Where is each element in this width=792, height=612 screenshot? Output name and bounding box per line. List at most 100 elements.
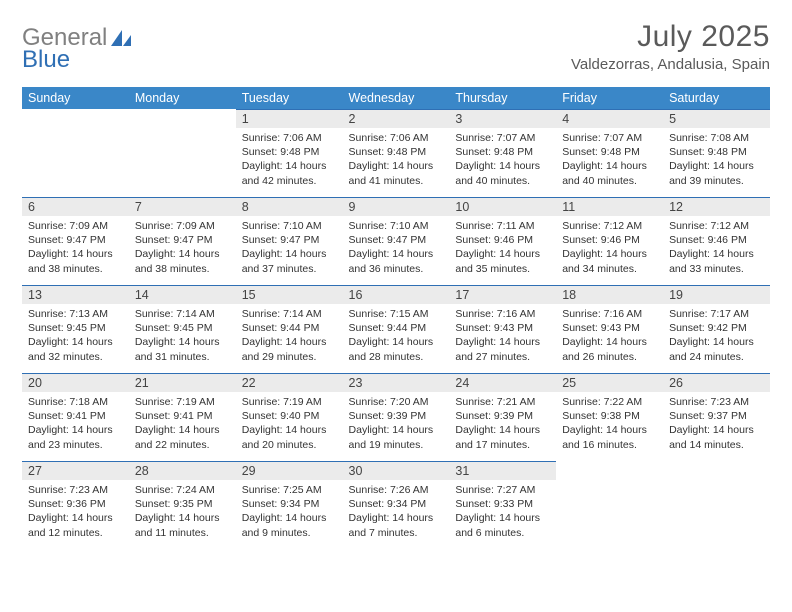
logo-sail-icon: [109, 24, 132, 52]
day-content: Sunrise: 7:07 AMSunset: 9:48 PMDaylight:…: [556, 128, 663, 192]
daylight-line: Daylight: 14 hours and 36 minutes.: [349, 247, 444, 275]
calendar-row: 27Sunrise: 7:23 AMSunset: 9:36 PMDayligh…: [22, 461, 770, 549]
day-number: 9: [343, 197, 450, 216]
day-number: 2: [343, 109, 450, 128]
day-number: 23: [343, 373, 450, 392]
location-subtitle: Valdezorras, Andalusia, Spain: [571, 56, 770, 73]
daylight-line: Daylight: 14 hours and 42 minutes.: [242, 159, 337, 187]
sunrise-line: Sunrise: 7:27 AM: [455, 483, 550, 497]
sunset-line: Sunset: 9:35 PM: [135, 497, 230, 511]
sunrise-line: Sunrise: 7:07 AM: [562, 131, 657, 145]
sunset-line: Sunset: 9:48 PM: [562, 145, 657, 159]
daylight-line: Daylight: 14 hours and 23 minutes.: [28, 423, 123, 451]
day-number: 6: [22, 197, 129, 216]
sunrise-line: Sunrise: 7:14 AM: [135, 307, 230, 321]
day-number: 5: [663, 109, 770, 128]
day-number: 18: [556, 285, 663, 304]
daylight-line: Daylight: 14 hours and 33 minutes.: [669, 247, 764, 275]
weekday-header: Saturday: [663, 87, 770, 109]
weekday-header: Thursday: [449, 87, 556, 109]
logo-word-2: Blue: [22, 46, 70, 74]
sunset-line: Sunset: 9:43 PM: [455, 321, 550, 335]
day-number: 21: [129, 373, 236, 392]
day-number: 12: [663, 197, 770, 216]
day-content: Sunrise: 7:06 AMSunset: 9:48 PMDaylight:…: [236, 128, 343, 192]
day-content: Sunrise: 7:23 AMSunset: 9:36 PMDaylight:…: [22, 480, 129, 544]
daylight-line: Daylight: 14 hours and 31 minutes.: [135, 335, 230, 363]
daylight-line: Daylight: 14 hours and 35 minutes.: [455, 247, 550, 275]
day-number: 20: [22, 373, 129, 392]
daylight-line: Daylight: 14 hours and 14 minutes.: [669, 423, 764, 451]
empty-day: [129, 109, 236, 197]
day-cell: 12Sunrise: 7:12 AMSunset: 9:46 PMDayligh…: [663, 197, 770, 285]
day-content: Sunrise: 7:19 AMSunset: 9:40 PMDaylight:…: [236, 392, 343, 456]
sunset-line: Sunset: 9:48 PM: [349, 145, 444, 159]
day-cell: 30Sunrise: 7:26 AMSunset: 9:34 PMDayligh…: [343, 461, 450, 549]
daylight-line: Daylight: 14 hours and 16 minutes.: [562, 423, 657, 451]
day-cell: 23Sunrise: 7:20 AMSunset: 9:39 PMDayligh…: [343, 373, 450, 461]
day-number: 26: [663, 373, 770, 392]
day-content: Sunrise: 7:26 AMSunset: 9:34 PMDaylight:…: [343, 480, 450, 544]
day-content: Sunrise: 7:24 AMSunset: 9:35 PMDaylight:…: [129, 480, 236, 544]
day-content: Sunrise: 7:23 AMSunset: 9:37 PMDaylight:…: [663, 392, 770, 456]
day-cell: 10 Sunrise: 7:11 AMSunset: 9:46 PMDayligh…: [449, 197, 556, 285]
daylight-line: Daylight: 14 hours and 24 minutes.: [669, 335, 764, 363]
daylight-line: Daylight: 14 hours and 41 minutes.: [349, 159, 444, 187]
weekday-header: Sunday: [22, 87, 129, 109]
sunset-line: Sunset: 9:44 PM: [242, 321, 337, 335]
calendar-header-row: SundayMondayTuesdayWednesdayThursdayFrid…: [22, 87, 770, 109]
daylight-line: Daylight: 14 hours and 28 minutes.: [349, 335, 444, 363]
calendar-row: 20Sunrise: 7:18 AMSunset: 9:41 PMDayligh…: [22, 373, 770, 461]
day-cell: 4Sunrise: 7:07 AMSunset: 9:48 PMDaylight…: [556, 109, 663, 197]
day-content: Sunrise: 7:16 AMSunset: 9:43 PMDaylight:…: [449, 304, 556, 368]
day-cell: 18Sunrise: 7:16 AMSunset: 9:43 PMDayligh…: [556, 285, 663, 373]
day-cell: 29Sunrise: 7:25 AMSunset: 9:34 PMDayligh…: [236, 461, 343, 549]
daylight-line: Daylight: 14 hours and 27 minutes.: [455, 335, 550, 363]
day-number: 8: [236, 197, 343, 216]
day-content: Sunrise: 7:12 AMSunset: 9:46 PMDaylight:…: [556, 216, 663, 280]
sunset-line: Sunset: 9:48 PM: [455, 145, 550, 159]
day-cell: 5Sunrise: 7:08 AMSunset: 9:48 PMDaylight…: [663, 109, 770, 197]
day-cell: 27Sunrise: 7:23 AMSunset: 9:36 PMDayligh…: [22, 461, 129, 549]
calendar-table: SundayMondayTuesdayWednesdayThursdayFrid…: [22, 87, 770, 549]
sunset-line: Sunset: 9:42 PM: [669, 321, 764, 335]
day-number: 22: [236, 373, 343, 392]
sunrise-line: Sunrise: 7:21 AM: [455, 395, 550, 409]
day-number: 13: [22, 285, 129, 304]
daylight-line: Daylight: 14 hours and 22 minutes.: [135, 423, 230, 451]
day-content: Sunrise: 7:06 AMSunset: 9:48 PMDaylight:…: [343, 128, 450, 192]
day-cell: 9Sunrise: 7:10 AMSunset: 9:47 PMDaylight…: [343, 197, 450, 285]
calendar-body: 1Sunrise: 7:06 AMSunset: 9:48 PMDaylight…: [22, 109, 770, 549]
sunrise-line: Sunrise: 7:19 AM: [242, 395, 337, 409]
daylight-line: Daylight: 14 hours and 17 minutes.: [455, 423, 550, 451]
day-content: Sunrise: 7:14 AMSunset: 9:44 PMDaylight:…: [236, 304, 343, 368]
day-content: Sunrise: 7:21 AMSunset: 9:39 PMDaylight:…: [449, 392, 556, 456]
sunset-line: Sunset: 9:34 PM: [349, 497, 444, 511]
sunrise-line: Sunrise: 7:09 AM: [28, 219, 123, 233]
sunrise-line: Sunrise: 7:12 AM: [562, 219, 657, 233]
sunset-line: Sunset: 9:33 PM: [455, 497, 550, 511]
day-content: Sunrise: 7:07 AMSunset: 9:48 PMDaylight:…: [449, 128, 556, 192]
day-number: 28: [129, 461, 236, 480]
sunrise-line: Sunrise: 7:14 AM: [242, 307, 337, 321]
sunrise-line: Sunrise: 7:08 AM: [669, 131, 764, 145]
sunset-line: Sunset: 9:46 PM: [455, 233, 550, 247]
sunrise-line: Sunrise: 7:16 AM: [562, 307, 657, 321]
sunrise-line: Sunrise: 7:11 AM: [455, 219, 550, 233]
day-content: Sunrise: 7:15 AMSunset: 9:44 PMDaylight:…: [343, 304, 450, 368]
day-number: 10: [449, 197, 556, 216]
day-cell: 22Sunrise: 7:19 AMSunset: 9:40 PMDayligh…: [236, 373, 343, 461]
sunrise-line: Sunrise: 7:06 AM: [349, 131, 444, 145]
day-number: 19: [663, 285, 770, 304]
daylight-line: Daylight: 14 hours and 39 minutes.: [669, 159, 764, 187]
weekday-header: Wednesday: [343, 87, 450, 109]
day-number: 31: [449, 461, 556, 480]
sunrise-line: Sunrise: 7:17 AM: [669, 307, 764, 321]
weekday-header: Monday: [129, 87, 236, 109]
daylight-line: Daylight: 14 hours and 29 minutes.: [242, 335, 337, 363]
day-content: Sunrise: 7:14 AMSunset: 9:45 PMDaylight:…: [129, 304, 236, 368]
day-cell: 8Sunrise: 7:10 AMSunset: 9:47 PMDaylight…: [236, 197, 343, 285]
daylight-line: Daylight: 14 hours and 20 minutes.: [242, 423, 337, 451]
day-content: Sunrise: 7:12 AMSunset: 9:46 PMDaylight:…: [663, 216, 770, 280]
sunset-line: Sunset: 9:47 PM: [242, 233, 337, 247]
